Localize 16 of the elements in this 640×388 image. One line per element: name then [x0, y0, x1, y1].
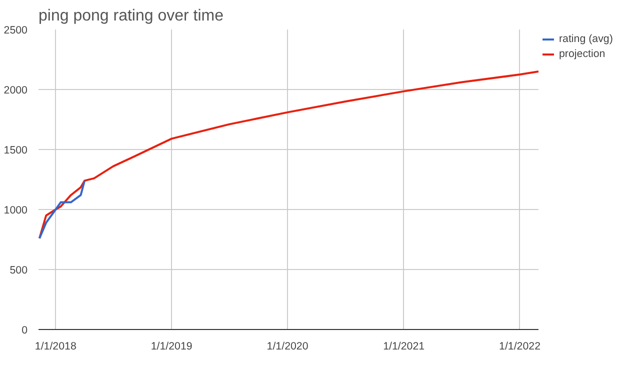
y-tick-label: 2500 — [4, 24, 28, 36]
line-series — [38, 180, 86, 240]
line-series — [38, 70, 538, 240]
x-tick-label: 1/1/2021 — [383, 340, 425, 352]
y-tick-label: 1000 — [4, 204, 28, 216]
x-tick-label: 1/1/2022 — [499, 340, 541, 352]
x-tick-label: 1/1/2019 — [150, 340, 192, 352]
y-tick-label: 1500 — [4, 144, 28, 156]
y-tick-label: 0 — [22, 324, 28, 336]
x-tick-label: 1/1/2020 — [266, 340, 308, 352]
y-tick-label: 2000 — [4, 84, 28, 96]
legend-label: projection — [559, 48, 606, 60]
y-tick-label: 500 — [10, 264, 28, 276]
x-tick-label: 1/1/2018 — [34, 340, 76, 352]
legend-label: rating (avg) — [559, 33, 613, 45]
chart-title: ping pong rating over time — [38, 8, 224, 24]
